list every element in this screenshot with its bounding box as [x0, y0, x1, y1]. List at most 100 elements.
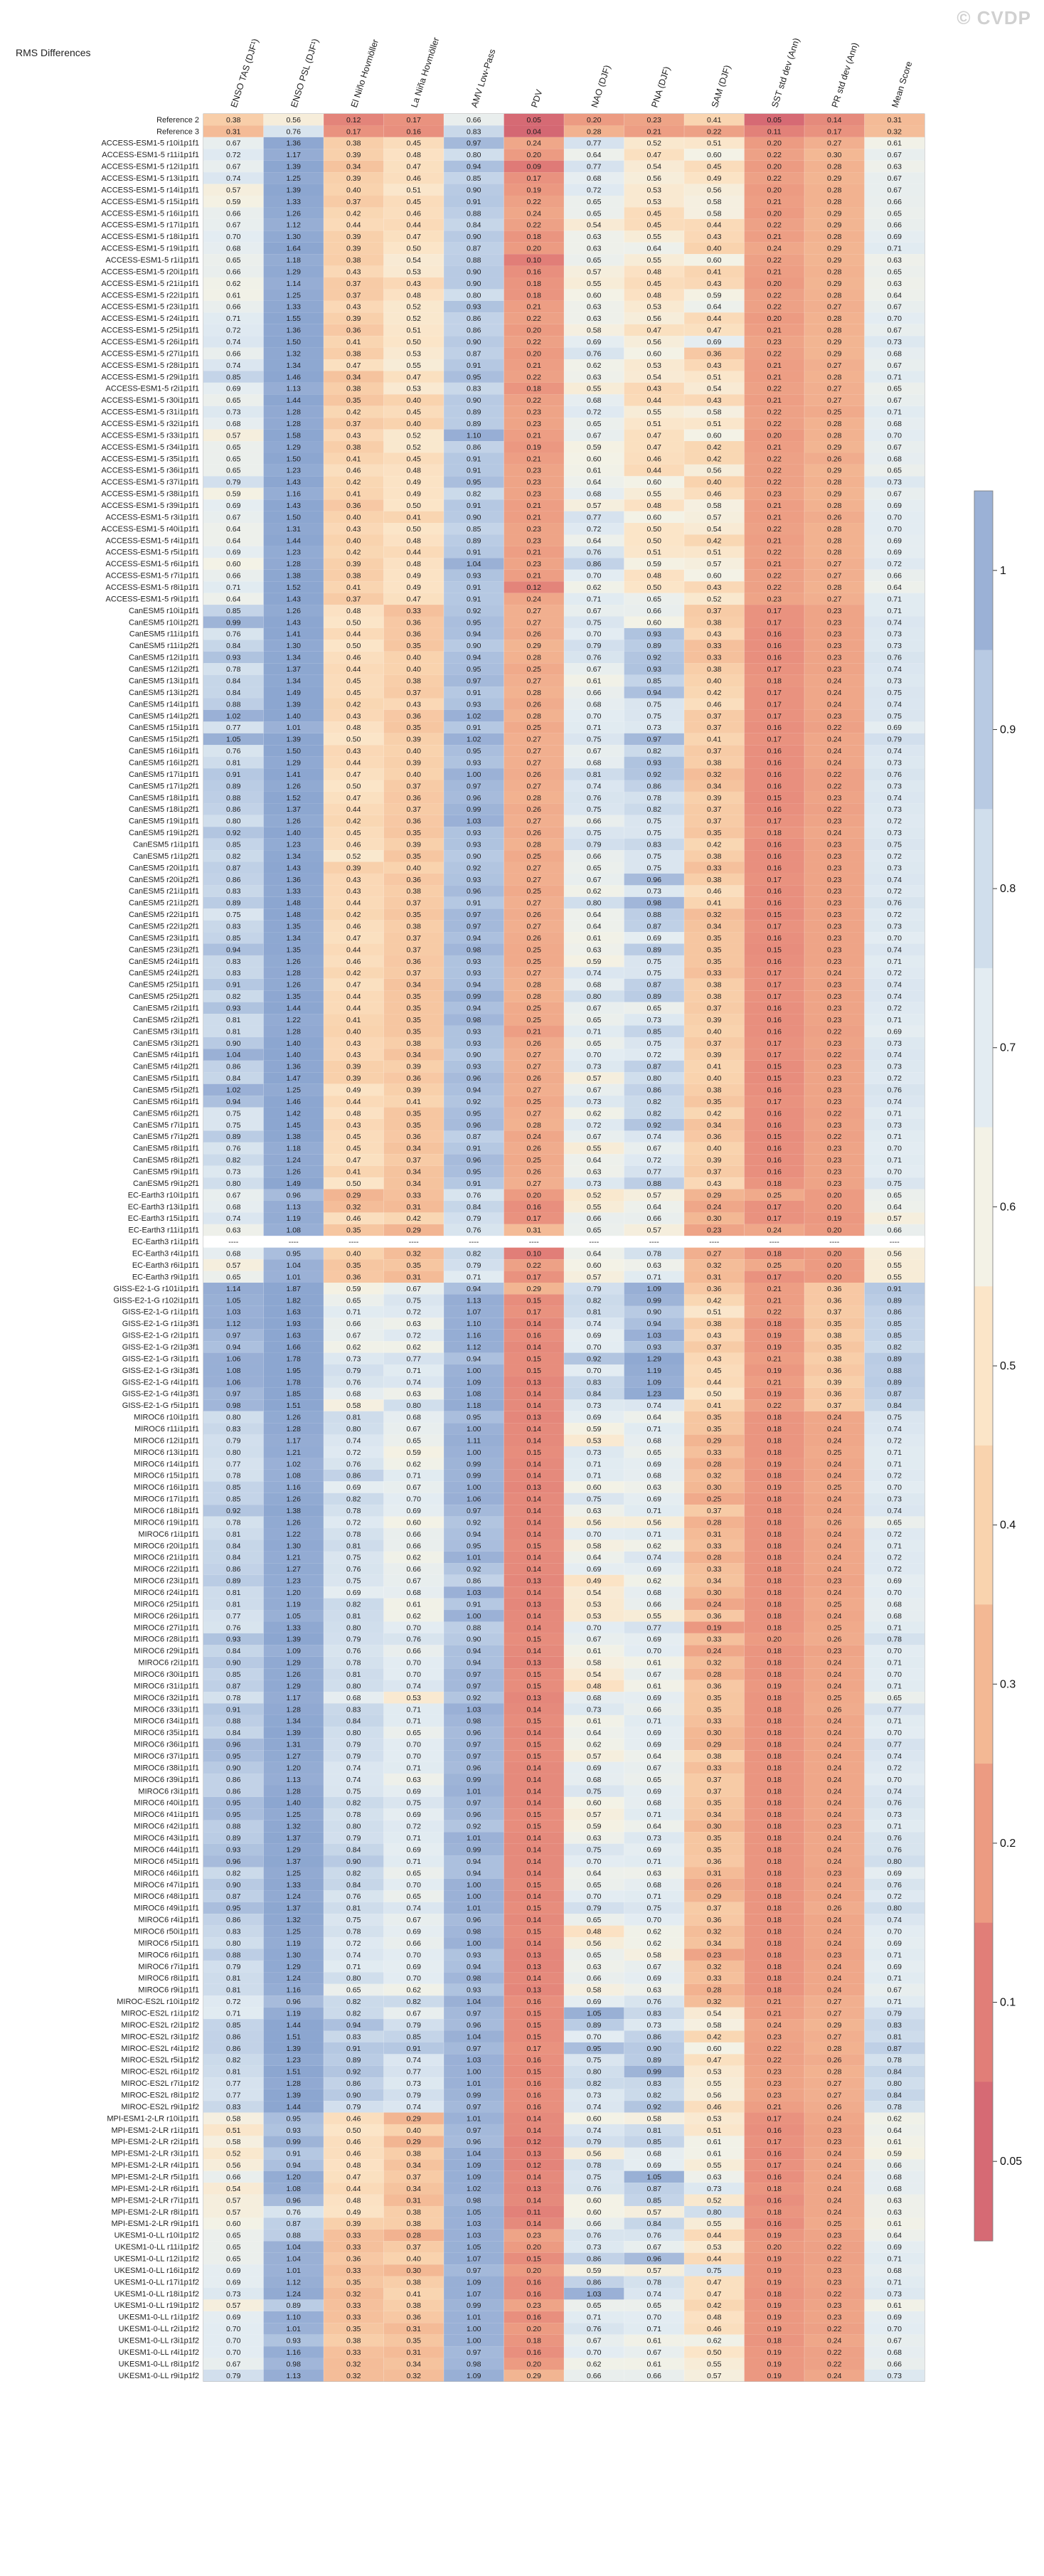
cell-value: 0.56 — [287, 116, 302, 124]
row-label: MIROC6 r38i1p1f1 — [134, 1764, 199, 1772]
cell-value: 0.29 — [527, 642, 542, 650]
heatmap-cell — [263, 885, 324, 897]
cell-value: 0.42 — [707, 840, 722, 849]
cell-value: 0.85 — [467, 525, 481, 534]
cell-value: 0.29 — [827, 280, 842, 288]
heatmap-cell — [804, 265, 865, 278]
cell-value: 0.79 — [226, 1436, 241, 1445]
cell-value: 0.89 — [647, 992, 662, 1001]
cell-value: 0.33 — [707, 1565, 722, 1574]
cell-value: 0.35 — [707, 1845, 722, 1854]
cell-value: 1.43 — [287, 502, 302, 510]
heatmap-cell — [444, 569, 504, 582]
cell-value: 0.93 — [226, 1005, 241, 1013]
heatmap-cell — [444, 371, 504, 383]
cell-value: 0.93 — [467, 303, 481, 312]
heatmap-cell — [504, 768, 564, 780]
heatmap-cell — [804, 791, 865, 804]
cell-value: 0.85 — [226, 934, 241, 943]
row-label: GISS-E2-1-G r3i1p3f1 — [122, 1367, 199, 1375]
heatmap-cell — [263, 791, 324, 804]
cell-value: 0.65 — [888, 209, 902, 218]
row-label: CanESM5 r13i1p1f1 — [129, 677, 199, 685]
cell-value: 0.72 — [226, 151, 241, 159]
cell-value: 0.21 — [767, 443, 782, 452]
heatmap-cell — [504, 172, 564, 184]
heatmap-cell — [864, 230, 925, 243]
cell-value: 0.62 — [647, 1577, 662, 1586]
heatmap-cell — [864, 254, 925, 266]
cell-value: 0.83 — [226, 1927, 241, 1936]
heatmap-cell — [564, 896, 624, 909]
cell-value: 0.36 — [346, 327, 361, 335]
cell-value: 0.86 — [226, 2045, 241, 2053]
heatmap-cell — [383, 137, 444, 149]
heatmap-cell — [444, 733, 504, 746]
cell-value: 0.69 — [407, 1963, 422, 1971]
cell-value: 0.24 — [827, 2372, 842, 2380]
heatmap-cell — [684, 1107, 745, 1119]
cell-value: 0.18 — [767, 1436, 782, 1445]
cell-value: 0.14 — [527, 1589, 542, 1597]
cell-value: 0.87 — [888, 1390, 902, 1399]
row-label: ACCESS-ESM1-5 r4i1p1f1 — [106, 536, 199, 545]
heatmap-cell — [804, 1072, 865, 1084]
cell-value: 0.42 — [346, 548, 361, 557]
heatmap-cell — [564, 1002, 624, 1014]
cell-value: 0.97 — [467, 1741, 481, 1749]
heatmap-cell — [804, 114, 865, 126]
cell-value: 0.38 — [707, 758, 722, 767]
cell-value: 0.24 — [827, 1612, 842, 1621]
heatmap-cell — [684, 511, 745, 524]
heatmap-cell — [624, 546, 684, 558]
heatmap-cell — [504, 300, 564, 313]
heatmap-cell — [444, 230, 504, 243]
heatmap-cell — [864, 300, 925, 313]
cell-value: 0.19 — [767, 1367, 782, 1375]
cell-value: 0.22 — [767, 525, 782, 534]
cell-value: 0.43 — [346, 303, 361, 312]
heatmap-cell — [624, 382, 684, 395]
row-label: MIROC6 r48i1p1f1 — [134, 1892, 199, 1901]
cell-value: 0.74 — [888, 992, 902, 1001]
cell-value: 0.75 — [888, 840, 902, 849]
heatmap-cell — [864, 990, 925, 1002]
cell-value: 0.76 — [587, 349, 602, 358]
cell-value: 0.67 — [587, 1636, 602, 1644]
heatmap-cell — [684, 967, 745, 979]
cell-value: 0.42 — [346, 408, 361, 417]
heatmap-cell — [624, 277, 684, 290]
colorbar-tick-label: 0.4 — [1000, 1520, 1016, 1532]
cell-value: 0.26 — [527, 805, 542, 814]
heatmap-cell — [564, 955, 624, 968]
cell-value: 0.59 — [587, 958, 602, 966]
cell-value: 0.80 — [346, 1682, 361, 1690]
cell-value: 1.03 — [467, 2220, 481, 2228]
cell-value: 0.20 — [527, 2267, 542, 2275]
heatmap-cell — [324, 242, 384, 255]
cell-value: 0.99 — [287, 2138, 302, 2146]
cell-value: 0.26 — [527, 1168, 542, 1177]
cell-value: 0.62 — [587, 1109, 602, 1118]
heatmap-cell — [564, 558, 624, 570]
cell-value: 0.16 — [527, 2056, 542, 2064]
cell-value: 0.14 — [527, 1343, 542, 1352]
cell-value: 0.22 — [767, 572, 782, 581]
cell-value: 0.97 — [226, 1390, 241, 1399]
cell-value: 0.82 — [647, 1098, 662, 1106]
cell-value: 0.14 — [527, 1612, 542, 1621]
cell-value: 0.18 — [767, 1670, 782, 1679]
cell-value: 0.82 — [647, 747, 662, 756]
heatmap-cell — [263, 674, 324, 687]
cell-value: 0.37 — [707, 1343, 722, 1352]
row-label: CanESM5 r18i1p2f1 — [129, 805, 199, 814]
cell-value: 0.60 — [587, 291, 602, 300]
cell-value: 0.14 — [527, 1530, 542, 1539]
row-label: CanESM5 r13i1p2f1 — [129, 689, 199, 697]
cell-value: 0.29 — [707, 1436, 722, 1445]
cell-value: 0.71 — [888, 1659, 902, 1668]
cell-value: 0.17 — [767, 876, 782, 884]
heatmap-cell — [804, 429, 865, 442]
cell-value: 1.26 — [287, 782, 302, 790]
cell-value: 0.66 — [647, 607, 662, 615]
